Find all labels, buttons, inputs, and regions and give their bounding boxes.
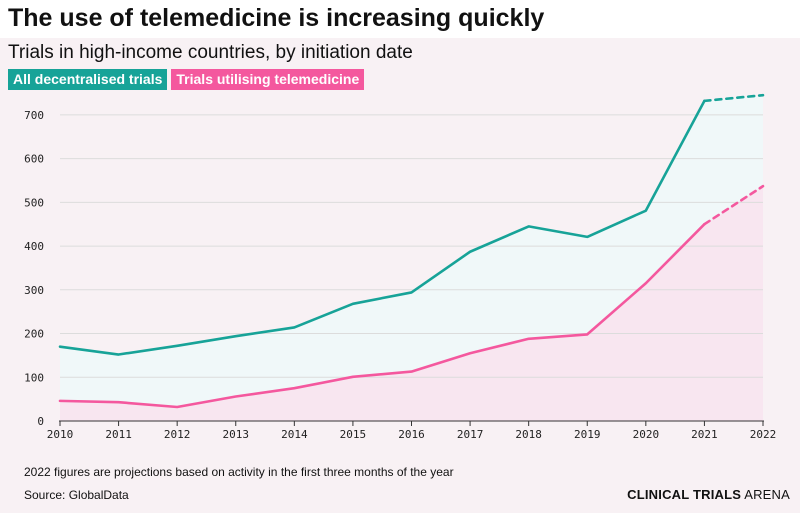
series-line-decentralised: [58, 99, 706, 356]
x-tick-label: 2010: [47, 428, 74, 441]
series-projection-decentralised: [703, 93, 765, 103]
x-tick-label: 2021: [691, 428, 718, 441]
legend-item-telemedicine: Trials utilising telemedicine: [171, 69, 365, 90]
brand-logo: CLINICAL TRIALS ARENA: [627, 487, 790, 502]
y-tick-label: 500: [24, 196, 44, 209]
series-projection-telemedicine: [703, 184, 765, 226]
y-tick-label: 200: [24, 328, 44, 341]
y-tick-label: 700: [24, 109, 44, 122]
source-note: Source: GlobalData: [24, 488, 129, 502]
x-tick-label: 2020: [633, 428, 660, 441]
x-tick-label: 2022: [750, 428, 777, 441]
y-tick-label: 400: [24, 240, 44, 253]
legend: All decentralised trials Trials utilisin…: [8, 69, 365, 90]
x-tick-label: 2014: [281, 428, 308, 441]
projection-note: 2022 figures are projections based on ac…: [24, 465, 454, 479]
x-tick-label: 2012: [164, 428, 191, 441]
y-tick-label: 100: [24, 371, 44, 384]
y-tick-label: 600: [24, 153, 44, 166]
series-line-telemedicine: [58, 222, 706, 409]
y-tick-label: 300: [24, 284, 44, 297]
brand-bold: CLINICAL TRIALS: [627, 487, 742, 502]
area-telemedicine: [60, 186, 763, 421]
chart-subtitle: Trials in high-income countries, by init…: [8, 42, 413, 63]
x-tick-label: 2013: [223, 428, 250, 441]
x-tick-label: 2011: [105, 428, 132, 441]
chart-title: The use of telemedicine is increasing qu…: [8, 4, 545, 32]
x-tick-label: 2016: [398, 428, 425, 441]
x-tick-label: 2018: [515, 428, 542, 441]
x-tick-label: 2019: [574, 428, 601, 441]
y-tick-label: 0: [37, 415, 44, 428]
x-tick-label: 2015: [340, 428, 367, 441]
brand-light: ARENA: [741, 487, 790, 502]
legend-item-decentralised: All decentralised trials: [8, 69, 168, 90]
x-tick-label: 2017: [457, 428, 484, 441]
